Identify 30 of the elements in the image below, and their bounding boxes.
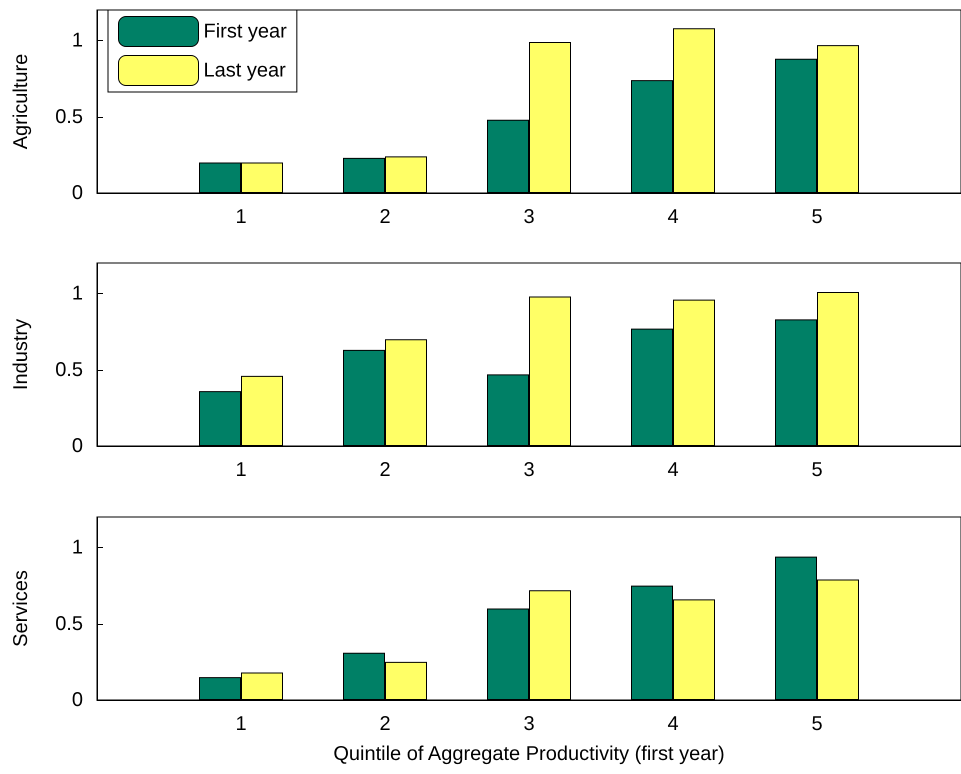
x-tick-label: 1 (235, 206, 247, 228)
x-tick-label: 4 (667, 713, 679, 735)
x-tick-label: 3 (523, 459, 535, 481)
x-tick-label: 4 (667, 206, 679, 228)
y-tick-label: 0.5 (55, 106, 83, 128)
legend-label: First year (204, 20, 288, 42)
x-tick-label: 2 (379, 459, 391, 481)
y-axis-title: Agriculture (10, 54, 32, 150)
x-tick-label: 5 (811, 206, 823, 228)
y-tick-label: 1 (72, 536, 83, 558)
y-tick-label: 0.5 (55, 358, 83, 381)
x-tick-label: 5 (811, 713, 823, 735)
x-tick-label: 4 (667, 459, 679, 481)
x-tick-label: 3 (523, 713, 535, 735)
x-tick-label: 5 (811, 459, 823, 481)
y-tick-label: 1 (72, 282, 83, 304)
y-axis-title: Services (10, 570, 32, 647)
y-tick-label: 0 (72, 435, 83, 457)
y-tick-label: 0 (72, 689, 83, 711)
y-axis-title: Industry (10, 318, 32, 390)
y-tick-label: 0.5 (55, 612, 83, 635)
x-tick-label: 3 (523, 206, 535, 228)
y-tick-label: 0 (72, 182, 83, 204)
x-tick-label: 2 (379, 713, 391, 735)
y-tick-label: 1 (72, 30, 83, 52)
legend-label: Last year (204, 60, 286, 82)
x-tick-label: 1 (235, 459, 247, 481)
x-axis-title: Quintile of Aggregate Productivity (first year) (333, 743, 725, 765)
x-tick-label: 2 (379, 206, 391, 228)
x-tick-label: 1 (235, 713, 247, 735)
